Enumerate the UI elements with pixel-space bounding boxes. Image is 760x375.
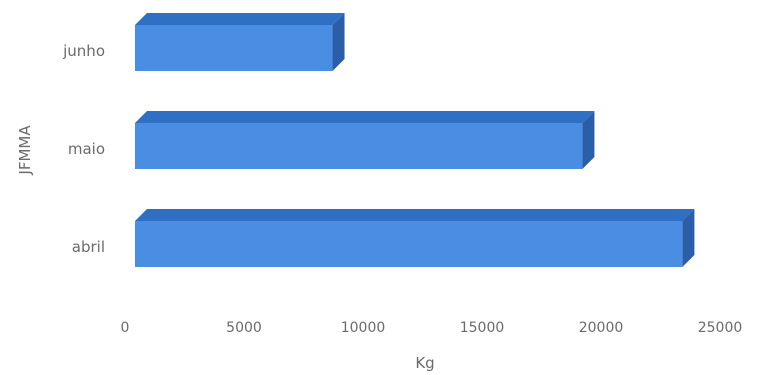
bar-top-face (135, 111, 595, 123)
bar-side-face (682, 209, 695, 267)
bar-junho (135, 13, 345, 71)
x-tick-label: 0 (121, 320, 130, 336)
category-label-maio: maio (68, 140, 105, 158)
x-tick-label: 25000 (698, 320, 743, 336)
category-label-abril: abril (72, 238, 105, 256)
y-axis-title: JFMMA (16, 125, 34, 176)
bar-front-face (135, 25, 333, 71)
x-tick-label: 10000 (341, 320, 386, 336)
bar-abril (135, 209, 695, 267)
bar-side-face (332, 13, 345, 71)
x-tick-label: 15000 (460, 320, 505, 336)
x-tick-label: 20000 (579, 320, 624, 336)
bars-group (135, 13, 695, 267)
bar-front-face (135, 123, 583, 169)
category-label-junho: junho (62, 42, 105, 60)
bar-top-face (135, 209, 695, 221)
bar-side-face (582, 111, 595, 169)
bar-top-face (135, 13, 345, 25)
x-tick-label: 5000 (226, 320, 262, 336)
category-labels: abril maio junho (62, 42, 105, 256)
x-tick-labels: 0 5000 10000 15000 20000 25000 (121, 320, 743, 336)
bar-maio (135, 111, 595, 169)
bar-front-face (135, 221, 683, 267)
x-axis-title: Kg (415, 354, 434, 372)
